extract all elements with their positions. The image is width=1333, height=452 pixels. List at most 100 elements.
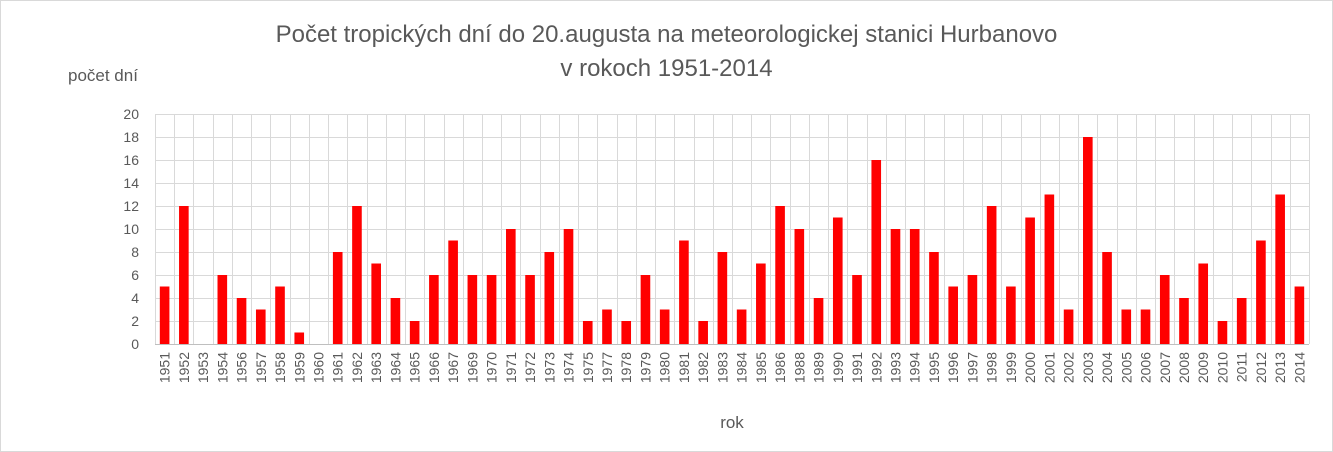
bar xyxy=(1044,194,1055,344)
x-tick-label: 2010 xyxy=(1214,352,1230,383)
bar xyxy=(948,286,958,344)
x-tick-label: 2002 xyxy=(1061,352,1077,383)
x-tick-label: 1957 xyxy=(253,352,269,383)
y-tick-label: 10 xyxy=(123,221,139,237)
bar xyxy=(217,275,228,344)
bar xyxy=(179,206,189,344)
x-tick-label: 1966 xyxy=(426,352,442,383)
bar xyxy=(1275,194,1285,344)
x-tick-label: 1996 xyxy=(945,352,961,383)
x-tick-label: 1998 xyxy=(984,352,1000,383)
x-tick-label: 2011 xyxy=(1234,352,1250,382)
x-tick-label: 1994 xyxy=(907,352,923,383)
bar xyxy=(486,275,497,344)
bar xyxy=(390,298,401,344)
x-tick-label: 1974 xyxy=(561,352,577,383)
bar xyxy=(1256,240,1266,344)
bar xyxy=(717,252,728,344)
bar xyxy=(929,252,939,344)
x-tick-label: 1972 xyxy=(522,352,538,383)
bar xyxy=(698,321,708,344)
bar xyxy=(1294,286,1305,344)
bar xyxy=(409,321,420,344)
bar xyxy=(1198,263,1209,344)
x-tick-label: 1977 xyxy=(599,352,615,383)
chart-title: Počet tropických dní do 20.augusta na me… xyxy=(0,18,1333,86)
bar xyxy=(1140,309,1151,344)
x-tick-label: 2014 xyxy=(1291,352,1307,383)
chart-title-line2: v rokoch 1951-2014 xyxy=(560,55,773,82)
x-tick-label: 1952 xyxy=(176,352,192,383)
x-tick-label: 1958 xyxy=(272,352,288,383)
x-tick-label: 1964 xyxy=(387,352,403,383)
y-tick-label: 0 xyxy=(131,336,139,352)
x-tick-label: 2007 xyxy=(1157,352,1173,383)
x-tick-label: 1980 xyxy=(657,352,673,383)
x-tick-label: 1999 xyxy=(1003,352,1019,383)
bar xyxy=(352,206,362,344)
y-tick-label: 8 xyxy=(131,244,139,260)
x-tick-label: 1970 xyxy=(484,352,500,383)
bar xyxy=(640,275,651,344)
x-tick-label: 2009 xyxy=(1195,352,1211,383)
bar xyxy=(1025,217,1035,344)
y-tick-label: 12 xyxy=(123,198,139,214)
x-tick-label: 1983 xyxy=(714,352,730,383)
x-tick-label: 1991 xyxy=(849,352,865,383)
bar xyxy=(1121,309,1132,344)
bar xyxy=(659,309,670,344)
x-tick-label: 1992 xyxy=(868,352,884,383)
bar xyxy=(1159,275,1170,344)
x-tick-label: 1959 xyxy=(291,352,307,383)
x-tick-label: 1960 xyxy=(310,352,326,383)
x-tick-label: 1967 xyxy=(445,352,461,383)
x-tick-label: 1951 xyxy=(157,352,173,383)
y-tick-label: 20 xyxy=(123,106,139,122)
bar xyxy=(967,275,978,344)
bar xyxy=(1083,137,1093,344)
x-tick-label: 1990 xyxy=(830,352,846,383)
bar xyxy=(1236,298,1247,344)
bar xyxy=(371,263,381,344)
bar xyxy=(813,298,824,344)
x-tick-label: 1962 xyxy=(349,352,365,383)
x-tick-label: 2001 xyxy=(1041,352,1057,383)
bar xyxy=(159,286,170,344)
x-tick-label: 2004 xyxy=(1099,352,1115,383)
x-tick-label: 1965 xyxy=(407,352,423,383)
bar xyxy=(563,229,574,344)
bar xyxy=(467,275,478,344)
bar xyxy=(1006,286,1016,344)
x-tick-label: 1973 xyxy=(541,352,557,383)
y-axis-label: počet dní xyxy=(68,66,138,85)
bar xyxy=(794,229,805,344)
bar xyxy=(986,206,997,344)
y-tick-label: 6 xyxy=(131,267,139,283)
bar xyxy=(429,275,439,344)
bar xyxy=(756,263,766,344)
bar xyxy=(736,309,747,344)
x-tick-label: 1984 xyxy=(734,352,750,383)
bar xyxy=(275,286,285,344)
bar xyxy=(1179,298,1189,344)
x-tick-label: 1997 xyxy=(964,352,980,383)
x-tick-label: 1961 xyxy=(330,352,346,383)
y-tick-label: 4 xyxy=(131,290,139,306)
x-tick-label: 1953 xyxy=(195,352,211,383)
bar xyxy=(775,206,785,344)
x-tick-label: 2008 xyxy=(1176,352,1192,383)
x-tick-label: 2012 xyxy=(1253,352,1269,383)
x-tick-label: 1981 xyxy=(676,352,692,383)
x-tick-label: 2013 xyxy=(1272,352,1288,383)
bar xyxy=(1102,252,1112,344)
x-tick-label: 2000 xyxy=(1022,352,1038,383)
y-tick-label: 16 xyxy=(123,152,139,168)
bar xyxy=(332,252,343,344)
x-tick-label: 1956 xyxy=(234,352,250,383)
x-tick-label: 1985 xyxy=(753,352,769,383)
x-tick-label: 1989 xyxy=(811,352,827,383)
y-tick-label: 18 xyxy=(123,129,139,145)
bar xyxy=(236,298,247,344)
bar xyxy=(621,321,632,344)
